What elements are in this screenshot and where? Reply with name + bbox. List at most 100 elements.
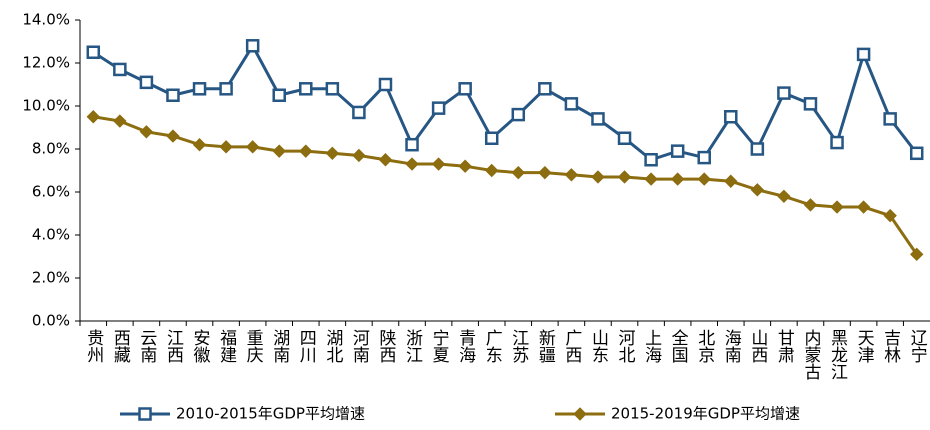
point (830, 200, 844, 214)
x-tick-label: 甘肃 (774, 329, 795, 363)
y-tick-label: 6.0% (32, 183, 70, 201)
point (219, 82, 233, 96)
point (378, 77, 393, 92)
point (431, 157, 446, 171)
point (777, 86, 791, 100)
point (670, 172, 685, 186)
point (724, 174, 738, 188)
point (192, 137, 207, 152)
point (166, 129, 180, 143)
point (750, 142, 765, 156)
point (113, 62, 127, 77)
x-tick-label: 安徽 (190, 329, 211, 363)
point (883, 112, 897, 126)
point (511, 165, 525, 180)
point (458, 159, 472, 173)
y-tick-label: 0.0% (32, 312, 70, 330)
point (352, 105, 366, 120)
x-tick-label: 河北 (615, 329, 636, 363)
point (299, 82, 313, 96)
point (166, 88, 180, 102)
y-tick-label: 14.0% (22, 11, 70, 29)
point (538, 165, 552, 180)
y-tick-label: 2.0% (32, 269, 70, 287)
x-tick-label: 天津 (854, 329, 875, 363)
legend-label: 2015-2019年GDP平均增速 (611, 405, 800, 423)
x-tick-label: 青海 (455, 329, 476, 364)
point (830, 135, 844, 150)
point (484, 131, 499, 145)
x-tick-label: 山西 (747, 329, 767, 363)
point (564, 168, 579, 182)
point (750, 183, 765, 197)
x-tick-label: 宁夏 (429, 329, 450, 363)
point (325, 146, 340, 161)
point (405, 137, 419, 152)
x-tick-label: 全国 (668, 329, 689, 363)
series-line (92, 42, 918, 162)
x-tick-label: 河南 (349, 329, 370, 363)
x-tick-label: 江苏 (508, 329, 529, 364)
x-tick-label: 浙江 (402, 329, 423, 363)
legend-marker (573, 407, 587, 421)
point (139, 125, 154, 139)
point (777, 189, 791, 204)
x-tick-label: 四川 (296, 329, 317, 363)
point (617, 170, 632, 184)
point (591, 170, 605, 184)
point (670, 144, 685, 158)
point (803, 198, 818, 212)
point (245, 39, 260, 53)
legend-label: 2010-2015年GDP平均增速 (176, 405, 365, 423)
point (86, 45, 101, 59)
point (458, 82, 472, 96)
x-tick-label: 云南 (136, 329, 157, 363)
x-tick-label: 江西 (163, 329, 184, 363)
y-tick-label: 12.0% (22, 54, 70, 72)
point (299, 144, 313, 158)
point (378, 153, 393, 167)
point (803, 97, 818, 111)
x-tick-label: 吉林 (880, 329, 901, 363)
x-tick-label: 湖北 (322, 329, 343, 363)
point (139, 75, 154, 90)
x-tick-label: 内蒙古 (800, 329, 821, 380)
point (431, 101, 446, 115)
point (644, 153, 658, 167)
point (405, 157, 419, 171)
x-tick-label: 黑龙江 (827, 329, 848, 380)
point (856, 200, 871, 214)
y-tick-label: 10.0% (22, 97, 70, 115)
x-tick-label: 重庆 (243, 329, 264, 363)
point (511, 107, 526, 122)
point (325, 82, 340, 96)
y-tick-label: 8.0% (32, 140, 70, 158)
point (219, 140, 233, 154)
point (352, 148, 366, 163)
x-tick-label: 广西 (561, 329, 582, 363)
point (245, 140, 260, 154)
point (909, 146, 924, 161)
x-tick-label: 福建 (216, 329, 237, 363)
x-tick-label: 陕西 (375, 329, 395, 363)
x-tick-label: 海南 (721, 329, 742, 363)
point (485, 163, 499, 178)
x-tick-label: 上海 (641, 329, 662, 364)
point (113, 114, 127, 128)
x-tick-label: 北京 (694, 329, 715, 364)
point (856, 47, 871, 62)
point (697, 172, 711, 186)
point (272, 88, 286, 102)
point (644, 172, 658, 186)
point (538, 82, 552, 96)
point (724, 110, 738, 124)
x-tick-label: 新疆 (535, 329, 556, 363)
legend-marker (138, 407, 152, 421)
point (564, 97, 579, 111)
point (883, 208, 897, 223)
x-tick-label: 湖南 (269, 329, 290, 363)
x-tick-label: 广东 (482, 329, 503, 363)
point (192, 82, 207, 96)
point (591, 112, 605, 126)
